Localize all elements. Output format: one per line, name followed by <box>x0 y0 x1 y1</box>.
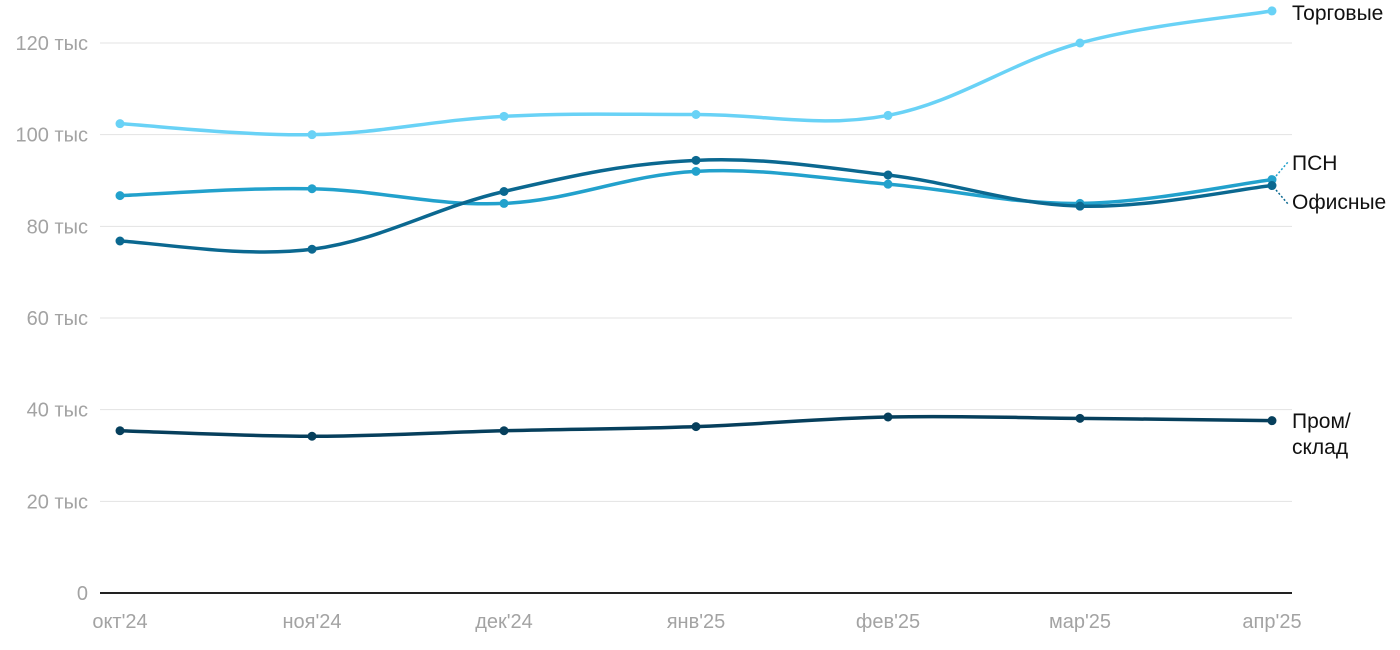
y-tick-label: 20 тыс <box>27 491 88 513</box>
data-point-prom <box>307 431 317 441</box>
data-point-prom <box>1267 416 1277 426</box>
x-tick-label: янв'25 <box>667 611 726 633</box>
data-point-ofisnye <box>499 187 509 196</box>
x-tick-label: мар'25 <box>1049 611 1111 633</box>
data-point-ofisnye <box>1267 181 1277 191</box>
series-label-prom: склад <box>1292 436 1348 459</box>
data-point-ofisnye <box>115 236 125 246</box>
x-tick-label: ноя'24 <box>282 611 341 633</box>
y-tick-label: 120 тыс <box>16 33 88 55</box>
series-label-prom: Пром/ <box>1292 410 1351 433</box>
y-tick-label: 80 тыс <box>27 216 88 238</box>
data-point-psn <box>307 184 317 194</box>
data-point-torgovye <box>499 111 509 121</box>
series-label-psn: ПСН <box>1292 152 1337 175</box>
x-tick-label: фев'25 <box>856 611 920 633</box>
x-tick-label: дек'24 <box>475 611 533 633</box>
data-point-torgovye <box>1267 6 1277 16</box>
data-point-prom <box>691 422 701 432</box>
data-point-torgovye <box>1075 38 1085 48</box>
series-points <box>115 6 1277 441</box>
data-point-ofisnye <box>307 244 317 254</box>
y-tick-label: 40 тыс <box>27 400 88 422</box>
series-labels: Торговые ПСН Офисные Пром/склад <box>1275 2 1386 459</box>
data-point-psn <box>115 191 125 201</box>
series-label-ofisnye: Офисные <box>1292 191 1386 214</box>
data-point-psn <box>499 198 509 208</box>
y-tick-label: 0 <box>77 583 88 605</box>
y-tick-label: 60 тыс <box>27 308 88 330</box>
data-point-torgovye <box>307 130 317 140</box>
gridlines <box>100 42 1292 594</box>
data-point-ofisnye <box>691 155 701 165</box>
data-point-prom <box>499 426 509 436</box>
label-leader-ofisnye <box>1275 189 1289 205</box>
data-point-prom <box>115 426 125 436</box>
data-point-ofisnye <box>1075 201 1085 211</box>
data-point-prom <box>1075 413 1085 423</box>
x-axis-ticks: окт'24 ноя'24 дек'24 янв'25 фев'25 мар'25 апр'… <box>92 611 1301 633</box>
data-point-prom <box>883 412 893 422</box>
y-axis-ticks: 0 20 тыс 40 тыс 60 тыс 80 тыс 100 тыс 120 тыс <box>16 33 88 605</box>
data-point-psn <box>883 179 893 189</box>
label-leader-psn <box>1275 161 1289 177</box>
data-point-torgovye <box>115 119 125 129</box>
x-tick-label: апр'25 <box>1242 611 1301 633</box>
data-point-psn <box>691 166 701 176</box>
data-point-ofisnye <box>883 170 893 180</box>
series-label-torgovye: Торговые <box>1292 2 1383 25</box>
y-tick-label: 100 тыс <box>16 125 88 147</box>
x-tick-label: окт'24 <box>92 611 147 633</box>
data-point-torgovye <box>691 110 701 119</box>
data-point-torgovye <box>883 110 893 120</box>
series-lines <box>118 9 1274 438</box>
